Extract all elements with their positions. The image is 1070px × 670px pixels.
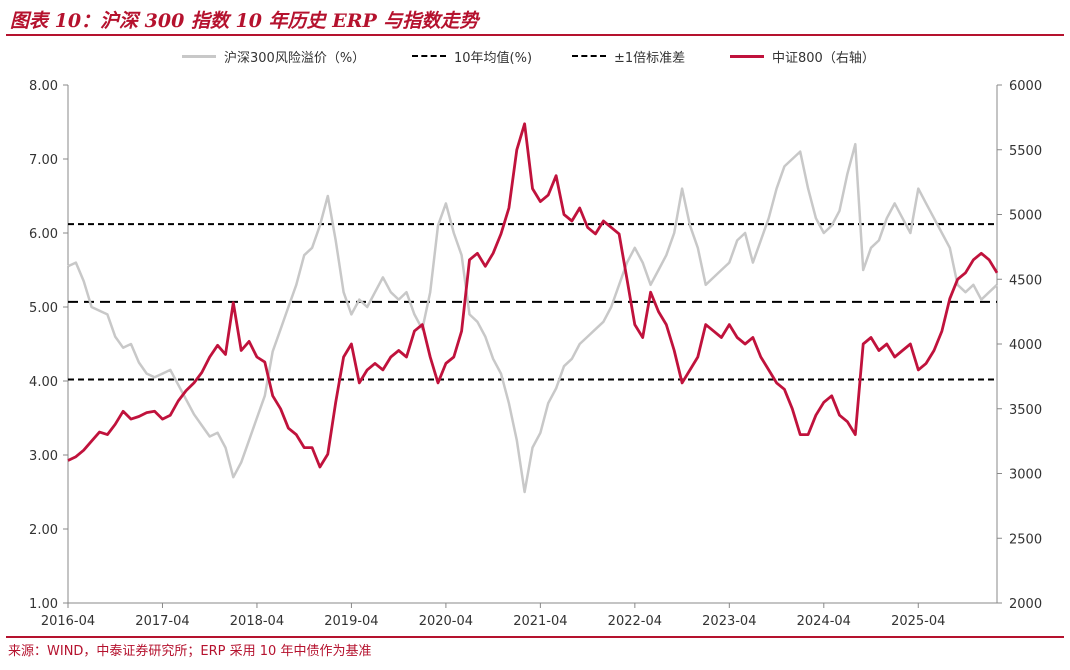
x-tick-label: 2024-04 [797, 614, 851, 629]
footer-divider [6, 636, 1064, 638]
series-lines [67, 122, 999, 494]
source-note: 来源：WIND，中泰证券研究所；ERP 采用 10 年中债作为基准 [8, 644, 372, 659]
x-tick-label: 2018-04 [230, 614, 284, 629]
legend-label-mean: 10年均值(%) [454, 50, 533, 66]
legend-swatch-mean [412, 55, 446, 57]
series-line-index [67, 122, 999, 469]
y-right-tick-label: 5000 [1009, 209, 1042, 224]
axes: 1.00 2.00 3.00 4.00 5.00 6.00 7.00 8.00 2000 2500… [29, 79, 1042, 629]
x-tick-label: 2017-04 [135, 614, 189, 629]
title-bar: 图表 10：沪深 300 指数 10 年历史 ERP 与指数走势 [6, 4, 1064, 36]
y-left-tick-label: 6.00 [29, 227, 58, 242]
legend-swatch-band [572, 55, 606, 57]
y-right-tick-label: 6000 [1009, 79, 1042, 94]
legend-item-band: ±1倍标准差 [572, 44, 685, 68]
y-right-tick-label: 4000 [1009, 338, 1042, 353]
y-left-tick-label: 7.00 [29, 153, 58, 168]
chart-title: 图表 10：沪深 300 指数 10 年历史 ERP 与指数走势 [10, 10, 479, 32]
x-tick-label: 2023-04 [702, 614, 756, 629]
y-left-tick-label: 5.00 [29, 301, 58, 316]
legend-swatch-index [730, 54, 764, 58]
y-right-tick-label: 3000 [1009, 468, 1042, 483]
legend: 沪深300风险溢价（%） 10年均值(%) ±1倍标准差 中证800（右轴） [0, 44, 1070, 68]
legend-label-band: ±1倍标准差 [614, 50, 686, 66]
series-line-erp [67, 142, 998, 494]
x-tick-label: 2021-04 [513, 614, 567, 629]
y-right-tick-label: 5500 [1009, 144, 1042, 159]
y-right-tick-label: 2500 [1009, 532, 1042, 547]
y-right-tick-label: 3500 [1009, 403, 1042, 418]
legend-item-erp: 沪深300风险溢价（%） [182, 44, 365, 68]
y-left-tick-label: 1.00 [29, 597, 58, 612]
legend-item-mean: 10年均值(%) [412, 44, 532, 68]
x-tick-label: 2025-04 [891, 614, 945, 629]
x-tick-label: 2020-04 [419, 614, 473, 629]
legend-item-index: 中证800（右轴） [730, 44, 875, 68]
y-right-tick-label: 2000 [1009, 597, 1042, 612]
reference-lines [68, 223, 997, 381]
y-right-tick-label: 4500 [1009, 273, 1042, 288]
x-tick-label: 2022-04 [608, 614, 662, 629]
y-left-tick-label: 3.00 [29, 449, 58, 464]
x-tick-label: 2016-04 [41, 614, 95, 629]
y-left-tick-label: 4.00 [29, 375, 58, 390]
x-tick-label: 2019-04 [324, 614, 378, 629]
legend-label-erp: 沪深300风险溢价（%） [224, 50, 366, 66]
y-left-tick-label: 8.00 [29, 79, 58, 94]
y-left-tick-label: 2.00 [29, 523, 58, 538]
legend-label-index: 中证800（右轴） [772, 50, 875, 66]
legend-swatch-erp [182, 54, 216, 58]
